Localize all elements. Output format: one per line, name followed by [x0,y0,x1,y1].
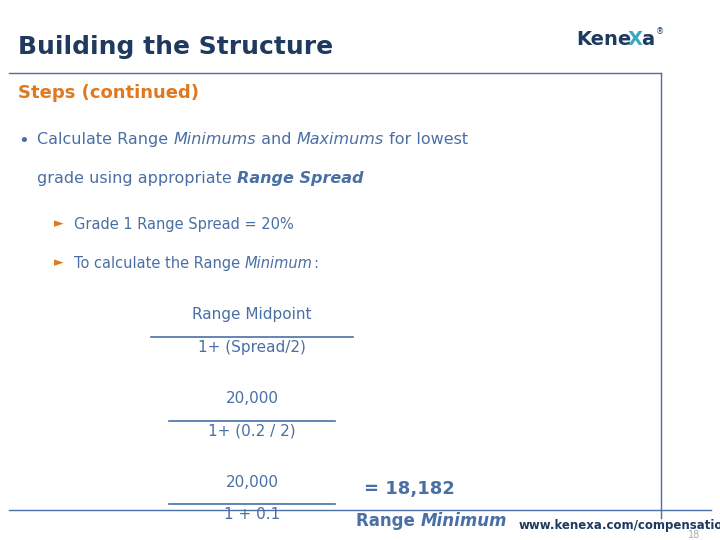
Text: = 18,182: = 18,182 [364,480,454,498]
Text: Maximums: Maximums [297,132,384,147]
Text: Range Spread: Range Spread [238,171,364,186]
Text: ®: ® [656,27,664,36]
Text: :: : [312,256,318,271]
Text: 18: 18 [688,530,700,540]
Text: Range: Range [356,512,421,530]
Text: for lowest: for lowest [384,132,468,147]
Text: a: a [642,30,654,49]
Text: 1 + 0.1: 1 + 0.1 [224,507,280,522]
Text: Kene: Kene [576,30,631,49]
Text: 20,000: 20,000 [225,391,279,406]
Text: X: X [628,30,643,49]
Text: ►: ► [54,256,63,269]
Text: and: and [256,132,297,147]
Text: Range Midpoint: Range Midpoint [192,307,312,322]
Text: 20,000: 20,000 [225,475,279,490]
Text: Calculate Range: Calculate Range [37,132,174,147]
Text: www.kenexa.com/compensation: www.kenexa.com/compensation [518,519,720,532]
Text: ►: ► [54,217,63,230]
Text: Steps (continued): Steps (continued) [18,84,199,102]
Text: 1+ (0.2 / 2): 1+ (0.2 / 2) [208,423,296,438]
Text: Minimum: Minimum [421,512,508,530]
Text: To calculate the Range: To calculate the Range [74,256,245,271]
Text: Minimum: Minimum [245,256,312,271]
Text: Grade 1 Range Spread = 20%: Grade 1 Range Spread = 20% [74,217,294,232]
Text: 1+ (Spread/2): 1+ (Spread/2) [198,340,306,355]
Text: grade using appropriate: grade using appropriate [37,171,238,186]
Text: Building the Structure: Building the Structure [18,35,333,59]
Text: Minimums: Minimums [174,132,256,147]
Text: •: • [18,132,29,150]
